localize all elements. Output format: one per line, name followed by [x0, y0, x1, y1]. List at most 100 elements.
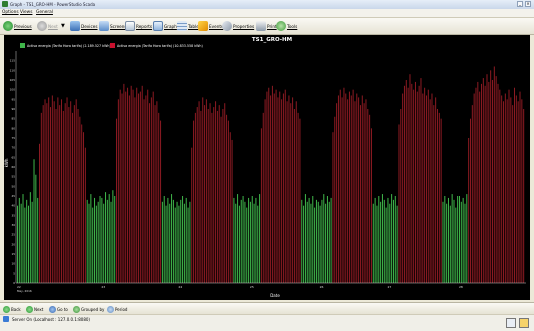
- devices-icon: [70, 21, 80, 31]
- chart-bar: [328, 201, 330, 283]
- back-icon: [3, 305, 10, 313]
- chart-bar: [191, 147, 193, 283]
- tools-button[interactable]: Tools: [276, 20, 297, 32]
- table-button[interactable]: Table: [177, 20, 199, 32]
- y-tick-label: 115: [10, 59, 16, 63]
- folder-tray-icon[interactable]: [519, 318, 529, 328]
- window-tray-icon[interactable]: [506, 318, 516, 328]
- chart-bar: [134, 97, 136, 284]
- chart-bar: [523, 109, 525, 283]
- properties-button[interactable]: Properties: [222, 20, 254, 32]
- x-tick-label: 25: [250, 285, 254, 289]
- chart-bar: [284, 89, 286, 283]
- back-button[interactable]: Back: [3, 305, 21, 313]
- chart-bar: [193, 120, 195, 283]
- chart-bar: [226, 114, 228, 283]
- chart-bar: [317, 201, 319, 283]
- print-button[interactable]: Print: [256, 20, 277, 32]
- chart-bar: [260, 128, 262, 283]
- devices-button[interactable]: Devices: [70, 20, 98, 32]
- x-tick-label: 26: [320, 285, 324, 289]
- y-tick-label: 60: [11, 165, 15, 169]
- chart-bar: [139, 91, 141, 283]
- chart-bar: [77, 109, 79, 283]
- events-button[interactable]: Events: [198, 20, 223, 32]
- period-button[interactable]: Period: [107, 305, 127, 313]
- reports-button[interactable]: Reports: [125, 20, 152, 32]
- screens-button[interactable]: Screens: [99, 20, 127, 32]
- chart-bar: [37, 197, 39, 283]
- y-tick-label: 35: [11, 213, 15, 217]
- chart-bar: [323, 194, 325, 283]
- chart-bar: [103, 203, 105, 283]
- chart-bar: [106, 199, 108, 283]
- previous-button[interactable]: Previous: [3, 20, 32, 32]
- chart-bar: [149, 103, 151, 283]
- chart-bar: [385, 207, 387, 283]
- chart-bar: [59, 105, 61, 283]
- dropdown-arrow[interactable]: ▼: [61, 20, 65, 32]
- chart-bar: [458, 196, 460, 283]
- legend-label-red: Activa energia (Tarifa Hora tarifa) (10.…: [117, 44, 203, 48]
- events-icon: [198, 21, 208, 31]
- chart-bar: [198, 101, 200, 284]
- bottom-next-button[interactable]: Next: [26, 305, 43, 313]
- chart-bar: [176, 201, 178, 283]
- menu-views[interactable]: Views: [20, 10, 33, 15]
- properties-icon: [222, 21, 232, 31]
- chart-bar: [392, 199, 394, 283]
- chart-bar: [220, 116, 222, 283]
- chart-bar: [488, 81, 490, 284]
- y-tick-label: 95: [11, 97, 15, 101]
- x-tick-label: 28: [459, 285, 463, 289]
- menu-general[interactable]: General: [36, 10, 53, 15]
- chart-bar: [295, 101, 297, 284]
- chart-bar: [46, 103, 48, 283]
- goto-button[interactable]: Go to: [49, 305, 68, 313]
- y-tick-label: 90: [11, 107, 15, 111]
- graph-button[interactable]: Graph: [153, 20, 177, 32]
- chart-bar: [33, 159, 35, 283]
- y-tick-label: 45: [11, 194, 15, 198]
- bar-chart: TS1_GRO-HM Activa energia (Tarifa Hora t…: [4, 37, 526, 298]
- menu-options[interactable]: Options: [2, 10, 19, 15]
- next-button[interactable]: Next: [37, 20, 58, 32]
- chart-bar: [429, 99, 431, 283]
- chart-bar: [326, 196, 328, 283]
- chart-bar: [446, 203, 448, 283]
- y-tick-label: 10: [11, 262, 15, 266]
- y-tick-label: 20: [11, 242, 15, 246]
- print-icon: [256, 21, 266, 31]
- chart-bar: [308, 197, 310, 283]
- chart-bar: [462, 197, 464, 283]
- chart-bar: [127, 87, 129, 283]
- chart-bar: [29, 192, 31, 283]
- close-button[interactable]: ×: [525, 1, 531, 7]
- chart-bar: [409, 74, 411, 283]
- chart-bar: [501, 95, 503, 283]
- grouped-by-button[interactable]: Grouped by: [73, 305, 104, 313]
- chart-bar: [403, 85, 405, 283]
- screens-icon: [99, 21, 109, 31]
- chart-bar: [293, 109, 295, 283]
- chart-bar: [110, 201, 112, 283]
- chart-bar: [339, 89, 341, 283]
- x-axis-label: Date: [270, 293, 280, 298]
- chart-area[interactable]: TS1_GRO-HM Activa energia (Tarifa Hora t…: [4, 35, 530, 300]
- minimize-button[interactable]: _: [517, 1, 523, 7]
- chart-bar: [303, 205, 305, 283]
- chart-bar: [112, 190, 114, 283]
- chart-bar: [51, 95, 53, 283]
- chart-bar: [407, 87, 409, 283]
- chart-bar: [227, 120, 229, 283]
- chart-bar: [394, 196, 396, 283]
- server-status-text: Server On (Localhost : 127.0.0.1:8080): [12, 317, 90, 322]
- chart-bar: [391, 194, 393, 283]
- chart-bar: [101, 197, 103, 283]
- chart-bar: [240, 199, 242, 283]
- chart-bar: [484, 85, 486, 283]
- chart-bar: [143, 99, 145, 283]
- chart-bar: [491, 80, 493, 283]
- chart-bar: [68, 107, 70, 283]
- chart-bar: [512, 105, 514, 283]
